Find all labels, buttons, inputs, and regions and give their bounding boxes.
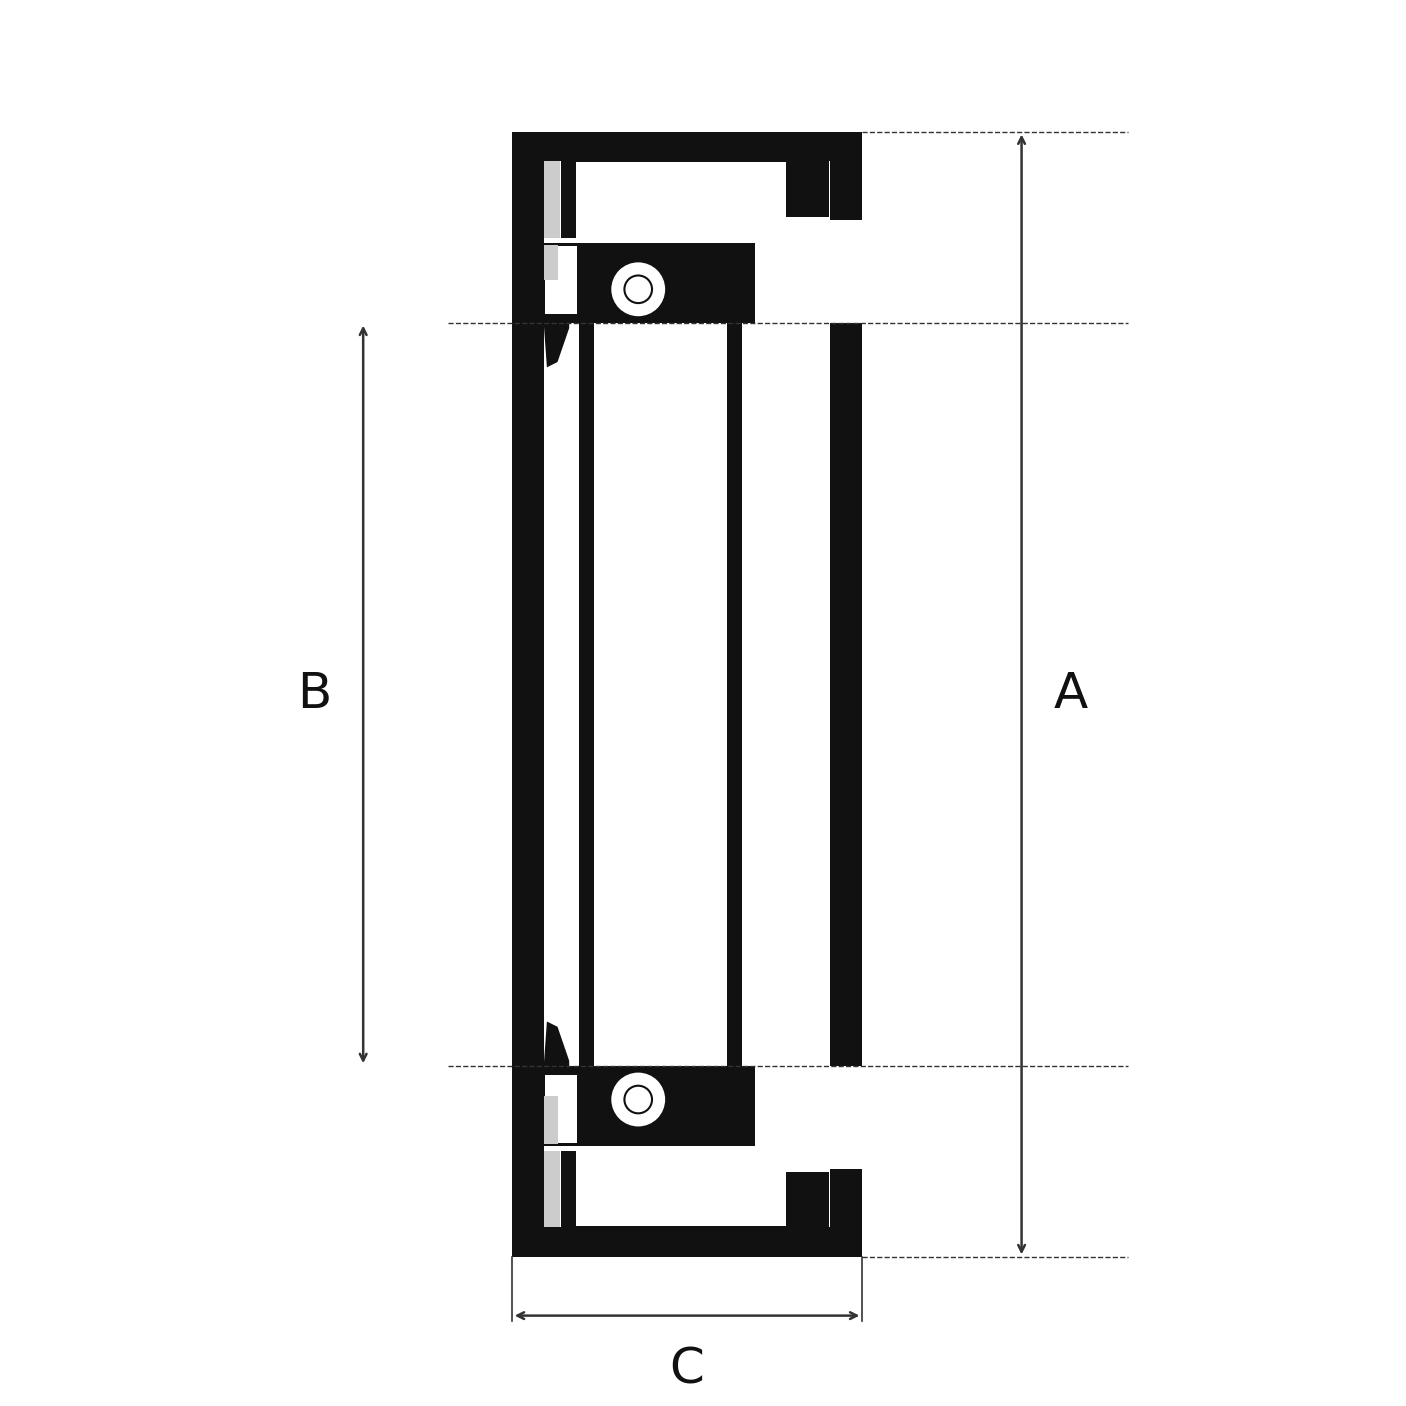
- Polygon shape: [561, 146, 830, 162]
- Polygon shape: [512, 1227, 862, 1257]
- Polygon shape: [831, 323, 862, 1066]
- Polygon shape: [831, 162, 862, 219]
- Circle shape: [610, 1071, 666, 1128]
- Polygon shape: [786, 146, 830, 217]
- Polygon shape: [786, 1173, 830, 1226]
- Polygon shape: [561, 146, 575, 238]
- Polygon shape: [544, 1074, 576, 1143]
- Polygon shape: [575, 163, 786, 211]
- Polygon shape: [544, 1227, 862, 1256]
- Polygon shape: [512, 132, 862, 162]
- Polygon shape: [544, 162, 560, 238]
- Polygon shape: [544, 1066, 755, 1146]
- Polygon shape: [512, 323, 544, 1066]
- Polygon shape: [561, 1226, 830, 1243]
- Polygon shape: [831, 1168, 862, 1227]
- Circle shape: [610, 260, 666, 318]
- Polygon shape: [512, 1066, 544, 1257]
- Circle shape: [624, 1085, 652, 1114]
- Circle shape: [624, 276, 652, 304]
- Polygon shape: [575, 1178, 786, 1226]
- Polygon shape: [561, 1152, 575, 1226]
- Polygon shape: [544, 323, 569, 367]
- Polygon shape: [544, 243, 755, 323]
- Text: C: C: [669, 1346, 704, 1393]
- Polygon shape: [544, 246, 576, 315]
- Polygon shape: [727, 323, 742, 1066]
- Polygon shape: [544, 1152, 560, 1227]
- Polygon shape: [544, 245, 558, 280]
- Polygon shape: [512, 132, 544, 323]
- Text: B: B: [297, 671, 332, 718]
- Polygon shape: [544, 132, 862, 162]
- Polygon shape: [579, 323, 593, 1066]
- Polygon shape: [544, 1022, 569, 1066]
- Polygon shape: [544, 1095, 558, 1143]
- Text: A: A: [1053, 671, 1088, 718]
